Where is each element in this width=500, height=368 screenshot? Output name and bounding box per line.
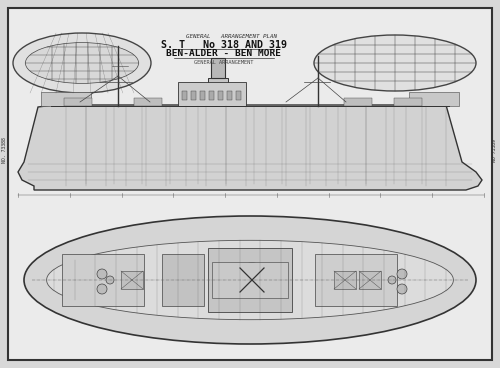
Polygon shape xyxy=(18,105,482,190)
Bar xyxy=(191,91,196,100)
Bar xyxy=(236,91,241,100)
Bar xyxy=(359,271,381,289)
Ellipse shape xyxy=(46,240,454,320)
Bar xyxy=(315,254,397,306)
Circle shape xyxy=(97,269,107,279)
Circle shape xyxy=(397,284,407,294)
Bar xyxy=(218,91,223,100)
Circle shape xyxy=(388,276,396,284)
Bar xyxy=(121,271,143,289)
Circle shape xyxy=(397,269,407,279)
Bar xyxy=(409,92,459,106)
Bar xyxy=(334,271,356,289)
Circle shape xyxy=(235,263,269,297)
Text: GENERAL   ARRANGEMENT PLAN: GENERAL ARRANGEMENT PLAN xyxy=(186,33,278,39)
Bar xyxy=(211,58,225,78)
Bar xyxy=(208,248,292,312)
Text: NO. 73388: NO. 73388 xyxy=(2,137,7,163)
Text: S. T   No 318 AND 319: S. T No 318 AND 319 xyxy=(161,40,287,50)
Bar xyxy=(394,98,422,106)
Bar xyxy=(64,98,92,106)
Bar xyxy=(162,254,204,306)
Ellipse shape xyxy=(26,43,138,84)
Bar xyxy=(212,262,288,298)
Ellipse shape xyxy=(314,35,476,91)
Bar xyxy=(62,254,144,306)
Bar xyxy=(227,91,232,100)
Ellipse shape xyxy=(13,33,151,93)
Bar xyxy=(209,91,214,100)
Bar xyxy=(200,91,205,100)
Text: BEN-ALDER - BEN MORE: BEN-ALDER - BEN MORE xyxy=(166,50,281,59)
Text: No 73389: No 73389 xyxy=(492,138,498,162)
Bar xyxy=(208,78,228,106)
Circle shape xyxy=(97,284,107,294)
Bar xyxy=(178,82,246,106)
Circle shape xyxy=(106,276,114,284)
Bar xyxy=(41,92,91,106)
Bar xyxy=(134,98,162,106)
Bar xyxy=(182,91,187,100)
Text: GENERAL ARRANGEMENT: GENERAL ARRANGEMENT xyxy=(194,60,254,64)
Ellipse shape xyxy=(24,216,476,344)
Bar xyxy=(344,98,372,106)
